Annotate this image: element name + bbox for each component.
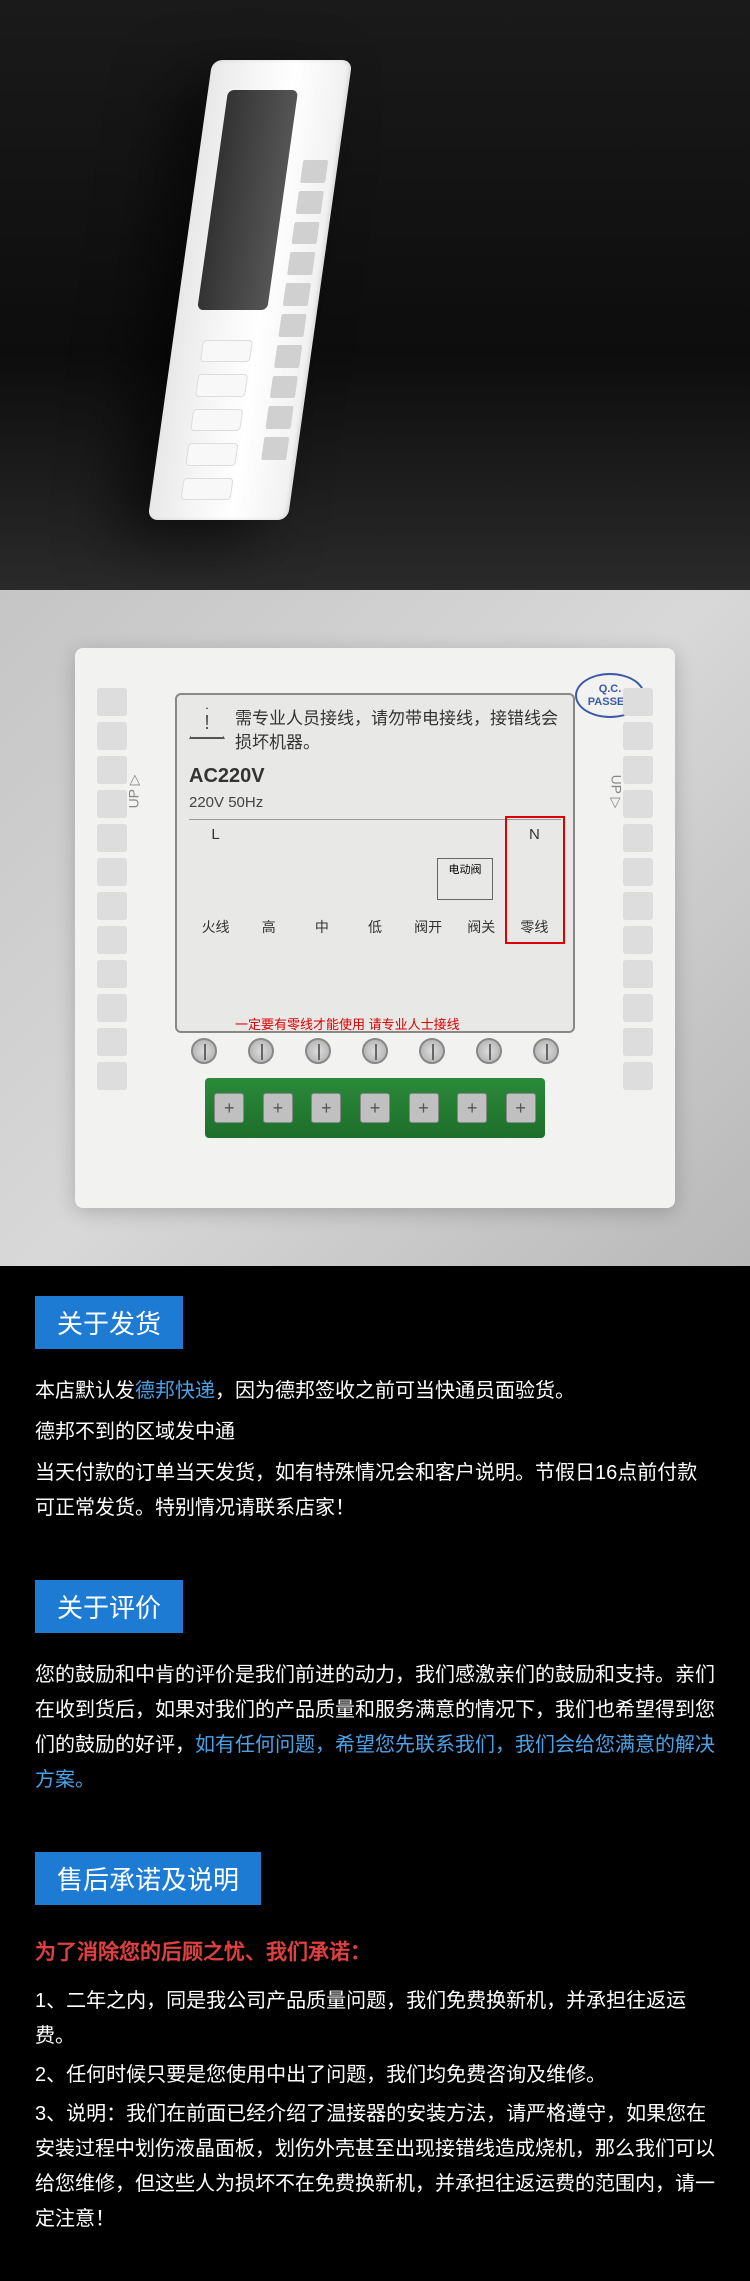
- aftersale-item-2: 2、任何时候只要是您使用中出了问题，我们均免费咨询及维修。: [35, 2058, 715, 2093]
- device-profile: [148, 60, 353, 520]
- up-indicator-left: UP ▷: [125, 775, 142, 809]
- left-vents: [97, 688, 127, 1188]
- courier-name: 德邦快递: [135, 1380, 215, 1402]
- physical-button: [190, 409, 243, 431]
- shipping-line-2: 德邦不到的区域发中通: [35, 1415, 715, 1450]
- right-vents: [623, 688, 653, 1188]
- red-warning-note: 一定要有零线才能使用 请专业人士接线: [235, 1014, 460, 1033]
- physical-button: [200, 340, 253, 362]
- aftersale-heading: 为了消除您的后顾之忧、我们承诺：: [35, 1936, 715, 1966]
- aftersale-item-1: 1、二年之内，同是我公司产品质量问题，我们免费换新机，并承担往返运费。: [35, 1984, 715, 2054]
- back-panel: Q.C. PASSED UP ▷ UP ▷ ! 需专业人员接线，请勿带电接线，接…: [75, 648, 675, 1208]
- wiring-diagram: ! 需专业人员接线，请勿带电接线，接错线会损坏机器。 AC220V 220V 5…: [175, 693, 575, 1033]
- review-paragraph: 您的鼓励和中肯的评价是我们前进的动力，我们感激亲们的鼓励和支持。亲们在收到货后，…: [35, 1658, 715, 1798]
- shipping-line-3: 当天付款的订单当天发货，如有特殊情况会和客户说明。节假日16点前付款可正常发货。…: [35, 1456, 715, 1526]
- warning-row: ! 需专业人员接线，请勿带电接线，接错线会损坏机器。: [189, 707, 561, 755]
- terminal-diagram: L N 电动阀 火线 高 中 低 阀开 阀关 零线: [189, 819, 561, 949]
- info-sections: 关于发货 本店默认发德邦快递，因为德邦签收之前可当快通员面验货。 德邦不到的区域…: [0, 1266, 750, 2281]
- neutral-highlight: [505, 816, 565, 944]
- screw-terminals: [175, 1038, 575, 1064]
- aftersale-item-3: 3、说明：我们在前面已经介绍了温接器的安装方法，请严格遵守，如果您在安装过程中划…: [35, 2097, 715, 2237]
- product-side-photo: [0, 0, 750, 590]
- aftersale-title: 售后承诺及说明: [35, 1852, 261, 1905]
- physical-button: [195, 374, 248, 396]
- shipping-line-1: 本店默认发德邦快递，因为德邦签收之前可当快通员面验货。: [35, 1374, 715, 1409]
- warning-text: 需专业人员接线，请勿带电接线，接错线会损坏机器。: [235, 707, 561, 755]
- shipping-title: 关于发货: [35, 1296, 183, 1349]
- review-title: 关于评价: [35, 1580, 183, 1633]
- physical-button: [180, 478, 233, 500]
- voltage-label: AC220V: [189, 765, 561, 788]
- qc-text-1: Q.C.: [599, 683, 622, 695]
- product-back-photo: Q.C. PASSED UP ▷ UP ▷ ! 需专业人员接线，请勿带电接线，接…: [0, 590, 750, 1266]
- spec-text: 220V 50Hz: [189, 794, 561, 811]
- green-terminal-block: [205, 1078, 545, 1138]
- physical-button: [185, 443, 238, 465]
- valve-box: 电动阀: [437, 858, 493, 900]
- warning-icon: !: [189, 707, 225, 739]
